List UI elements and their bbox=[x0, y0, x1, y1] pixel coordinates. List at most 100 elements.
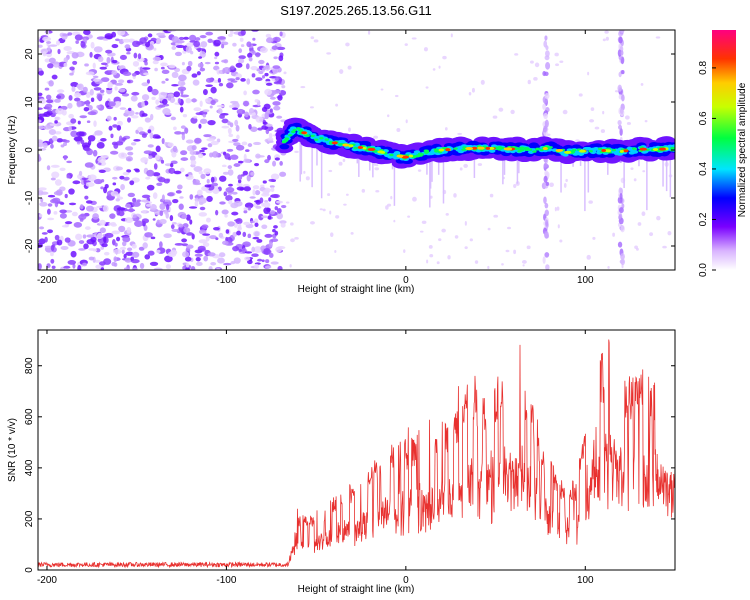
noise-speckle bbox=[266, 37, 274, 44]
noise-speckle bbox=[235, 77, 240, 81]
spectrogram-y-ticks: -20 -10 0 10 20 bbox=[24, 48, 675, 253]
noise-speckle bbox=[38, 141, 44, 148]
ridge-blob bbox=[571, 148, 577, 152]
ridge-blob bbox=[453, 147, 458, 150]
noise-speckle bbox=[49, 44, 58, 47]
streak-speckle bbox=[544, 252, 550, 258]
noise-speckle bbox=[75, 233, 83, 241]
noise-speckle bbox=[81, 142, 91, 149]
noise-speckle bbox=[152, 192, 158, 200]
noise-speckle bbox=[243, 210, 248, 214]
faint-speckle bbox=[521, 260, 527, 264]
faint-speckle bbox=[667, 231, 672, 236]
ridge-hotspot bbox=[301, 131, 307, 135]
noise-speckle bbox=[173, 91, 181, 98]
noise-speckle bbox=[44, 58, 51, 63]
faint-speckle bbox=[602, 38, 606, 42]
noise-speckle bbox=[108, 222, 113, 226]
noise-speckle bbox=[252, 189, 256, 196]
noise-speckle bbox=[146, 184, 155, 191]
noise-speckle bbox=[172, 145, 178, 153]
noise-speckle bbox=[100, 186, 104, 190]
spectrogram-marks bbox=[38, 30, 675, 270]
noise-speckle bbox=[103, 236, 107, 244]
noise-speckle bbox=[134, 220, 143, 227]
noise-speckle bbox=[128, 207, 134, 213]
streak-speckle bbox=[618, 215, 622, 220]
noise-speckle bbox=[93, 87, 102, 91]
faint-speckle bbox=[305, 176, 310, 181]
noise-speckle bbox=[38, 189, 44, 196]
faint-speckle bbox=[563, 182, 567, 188]
noise-speckle bbox=[132, 214, 137, 219]
noise-speckle bbox=[188, 34, 197, 42]
noise-speckle bbox=[264, 200, 269, 203]
noise-speckle bbox=[193, 115, 198, 119]
noise-speckle bbox=[46, 99, 54, 104]
noise-speckle bbox=[185, 262, 190, 268]
noise-speckle bbox=[243, 100, 250, 107]
noise-speckle bbox=[278, 55, 284, 62]
noise-speckle bbox=[167, 142, 174, 147]
faint-speckle bbox=[403, 249, 406, 253]
noise-speckle bbox=[113, 248, 122, 255]
faint-speckle bbox=[289, 264, 292, 268]
colorbar: 0.0 0.2 0.4 0.6 0.8 Normalized spectral ampl… bbox=[698, 30, 748, 277]
ridge-blob bbox=[588, 150, 593, 153]
noise-speckle bbox=[251, 73, 256, 78]
noise-speckle bbox=[128, 107, 132, 112]
faint-speckle bbox=[412, 196, 417, 202]
faint-speckle bbox=[630, 167, 634, 170]
noise-speckle bbox=[168, 167, 176, 174]
faint-speckle bbox=[447, 255, 451, 260]
ridge-blob bbox=[296, 127, 301, 130]
spectrogram-y-label: Frequency (Hz) bbox=[7, 116, 18, 185]
noise-speckle bbox=[38, 263, 42, 270]
noise-speckle bbox=[270, 173, 280, 180]
noise-speckle bbox=[82, 234, 87, 239]
noise-speckle bbox=[50, 258, 55, 264]
noise-speckle bbox=[229, 122, 234, 128]
noise-speckle bbox=[201, 147, 208, 150]
noise-speckle bbox=[160, 92, 168, 96]
ridge-hotspot bbox=[465, 147, 474, 151]
noise-speckle bbox=[152, 172, 161, 177]
noise-speckle bbox=[90, 97, 95, 103]
noise-speckle bbox=[253, 141, 262, 146]
faint-speckle bbox=[662, 245, 667, 249]
noise-speckle bbox=[50, 244, 55, 252]
noise-speckle bbox=[280, 222, 286, 228]
noise-speckle bbox=[127, 117, 132, 123]
ridge-hotspot bbox=[331, 141, 338, 145]
noise-speckle bbox=[258, 59, 265, 65]
noise-speckle bbox=[44, 87, 50, 91]
noise-speckle bbox=[50, 177, 56, 181]
noise-speckle bbox=[183, 36, 190, 40]
noise-speckle bbox=[215, 237, 219, 241]
noise-speckle bbox=[273, 225, 278, 229]
noise-speckle bbox=[246, 41, 252, 48]
faint-speckle bbox=[294, 237, 299, 240]
noise-speckle bbox=[221, 164, 227, 168]
streak-speckle bbox=[620, 50, 624, 56]
noise-speckle bbox=[190, 265, 196, 270]
noise-speckle bbox=[171, 71, 179, 79]
noise-speckle bbox=[232, 138, 239, 143]
faint-speckle bbox=[493, 214, 499, 218]
noise-speckle bbox=[192, 79, 200, 86]
noise-speckle bbox=[111, 261, 117, 267]
noise-speckle bbox=[124, 203, 131, 209]
faint-speckle bbox=[375, 164, 379, 167]
noise-speckle bbox=[222, 67, 226, 74]
noise-speckle bbox=[38, 98, 46, 105]
noise-speckle bbox=[138, 246, 145, 251]
noise-speckle bbox=[100, 267, 105, 270]
faint-speckle bbox=[562, 109, 568, 115]
noise-speckle bbox=[276, 207, 282, 214]
noise-speckle bbox=[72, 60, 78, 65]
colorbar-tick-label: 0.8 bbox=[698, 61, 709, 75]
noise-speckle bbox=[44, 103, 53, 109]
faint-speckle bbox=[283, 71, 287, 75]
noise-speckle bbox=[196, 71, 201, 76]
noise-speckle bbox=[115, 166, 123, 171]
